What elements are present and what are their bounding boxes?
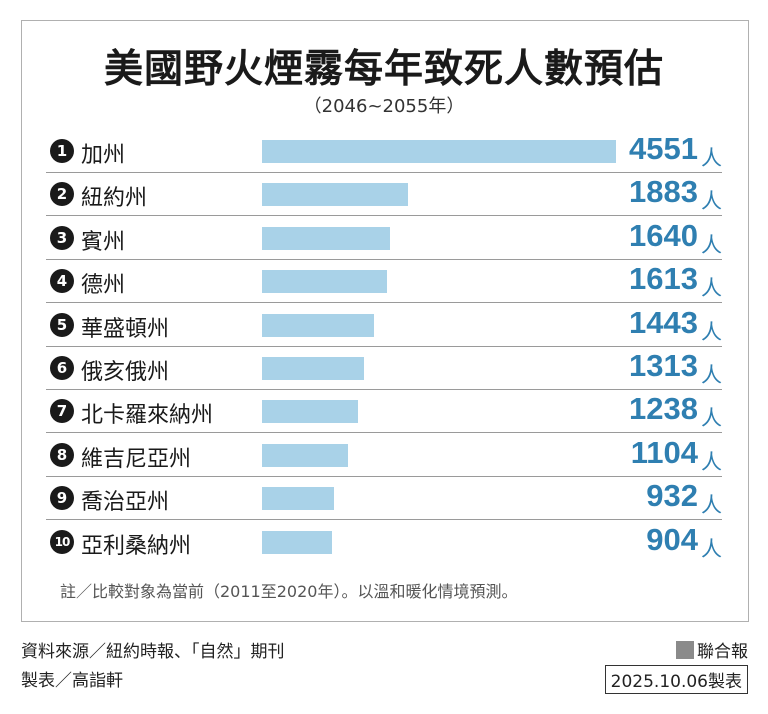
row-divider bbox=[46, 519, 722, 521]
bar bbox=[262, 313, 375, 337]
row-divider bbox=[46, 345, 722, 347]
unit-label: 人 bbox=[701, 319, 722, 344]
row-divider bbox=[46, 215, 722, 217]
unit-label: 人 bbox=[701, 449, 722, 474]
bar bbox=[262, 487, 335, 511]
category-label: 華盛頓州 bbox=[81, 316, 170, 342]
bar bbox=[262, 443, 348, 467]
bar bbox=[262, 183, 409, 207]
bar bbox=[262, 400, 359, 424]
footnote: 註／比較對象為當前（2011至2020年）。以溫和暖化情境預測。 bbox=[60, 582, 518, 601]
value-label: 904 bbox=[646, 521, 698, 557]
unit-label: 人 bbox=[701, 232, 722, 257]
value-label: 4551 bbox=[629, 131, 698, 166]
rank-badge: 10 bbox=[50, 529, 74, 554]
row-divider bbox=[46, 302, 722, 304]
bar-row: 4 德州 1613 人 bbox=[46, 260, 722, 304]
unit-label: 人 bbox=[701, 146, 722, 170]
category-label: 加州 bbox=[81, 143, 126, 168]
category-label: 德州 bbox=[81, 273, 126, 299]
row-divider bbox=[46, 389, 722, 390]
bar bbox=[262, 270, 388, 294]
rank-badge: 3 bbox=[50, 225, 74, 250]
rank-badge: 7 bbox=[50, 399, 74, 424]
brand-mark: 聯合報 bbox=[676, 637, 748, 662]
bar-row: 2 紐約州 1883 人 bbox=[46, 173, 722, 217]
maker-credit: 製表／高詣軒 bbox=[21, 671, 123, 691]
value-label: 1238 bbox=[629, 391, 698, 427]
brand-name: 聯合報 bbox=[697, 642, 748, 662]
value-label: 1443 bbox=[629, 304, 698, 340]
row-divider bbox=[46, 432, 722, 434]
row-divider bbox=[46, 475, 722, 477]
unit-label: 人 bbox=[701, 363, 722, 387]
row-divider bbox=[46, 172, 722, 173]
bar-row: 10 亞利桑納州 904 人 bbox=[46, 521, 722, 564]
bar bbox=[262, 140, 616, 163]
row-divider bbox=[46, 258, 722, 260]
chart-title: 美國野火煙霧每年致死人數預估 bbox=[103, 47, 664, 92]
rank-badge: 4 bbox=[50, 269, 74, 294]
unit-label: 人 bbox=[701, 406, 722, 431]
bar bbox=[262, 530, 333, 554]
value-label: 1640 bbox=[629, 217, 698, 253]
rank-badge: 2 bbox=[50, 182, 74, 207]
category-label: 賓州 bbox=[81, 229, 126, 255]
rank-badge: 6 bbox=[50, 356, 74, 380]
category-label: 亞利桑納州 bbox=[81, 533, 192, 559]
bar bbox=[262, 226, 390, 250]
bar-row: 3 賓州 1640 人 bbox=[46, 217, 722, 260]
rank-badge: 8 bbox=[50, 442, 74, 467]
unit-label: 人 bbox=[701, 276, 722, 301]
bar-row: 6 俄亥俄州 1313 人 bbox=[46, 347, 722, 390]
rank-badge: 5 bbox=[50, 312, 74, 337]
value-label: 1313 bbox=[629, 348, 698, 383]
category-label: 維吉尼亞州 bbox=[81, 446, 192, 472]
brand-square-icon bbox=[676, 640, 694, 659]
category-label: 紐約州 bbox=[81, 186, 148, 212]
chart-subtitle: （2046~2055年） bbox=[303, 96, 465, 117]
bar bbox=[262, 357, 365, 380]
bar-row: 8 維吉尼亞州 1104 人 bbox=[46, 434, 722, 477]
value-label: 1883 bbox=[629, 174, 698, 210]
rank-badge: 1 bbox=[50, 139, 74, 163]
value-label: 1613 bbox=[629, 261, 698, 297]
bar-row: 7 北卡羅來納州 1238 人 bbox=[46, 390, 722, 434]
chart-frame bbox=[21, 20, 749, 622]
bar-row: 9 喬治亞州 932 人 bbox=[46, 477, 722, 521]
rank-badge: 9 bbox=[50, 486, 74, 511]
unit-label: 人 bbox=[701, 536, 722, 561]
bar-row: 5 華盛頓州 1443 人 bbox=[46, 304, 722, 347]
bar-row: 1 加州 4551 人 bbox=[46, 130, 722, 173]
unit-label: 人 bbox=[701, 493, 722, 518]
value-label: 1104 bbox=[630, 434, 698, 470]
category-label: 北卡羅來納州 bbox=[81, 403, 214, 429]
category-label: 俄亥俄州 bbox=[81, 360, 170, 385]
source-credit: 資料來源／紐約時報、「自然」期刊 bbox=[21, 642, 285, 662]
unit-label: 人 bbox=[701, 189, 722, 214]
value-label: 932 bbox=[646, 478, 698, 514]
category-label: 喬治亞州 bbox=[81, 490, 170, 516]
date-stamp: 2025.10.06製表 bbox=[604, 665, 748, 694]
